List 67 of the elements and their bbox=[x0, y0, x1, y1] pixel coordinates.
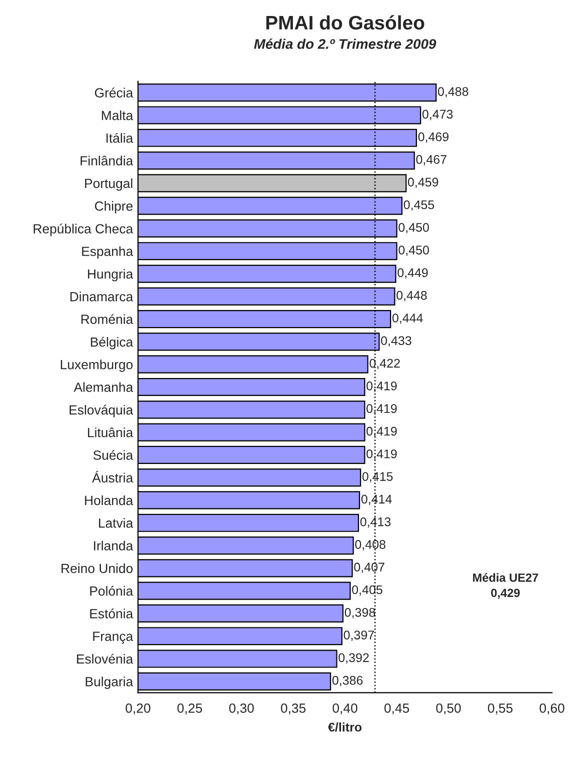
y-tick-label: Eslovénia bbox=[77, 654, 134, 664]
y-tick-label: Alemanha bbox=[74, 382, 134, 392]
data-label: 0,414 bbox=[361, 494, 392, 506]
chart-subtitle: Média do 2.º Trimestre 2009 bbox=[254, 38, 436, 49]
y-tick-label: Malta bbox=[102, 110, 134, 120]
y-tick-label: República Checa bbox=[34, 224, 134, 236]
data-label: 0,455 bbox=[404, 200, 434, 211]
y-tick-label: Estónia bbox=[90, 608, 134, 618]
y-tick-label: Roménia bbox=[81, 314, 134, 324]
x-tick-label: 0,35 bbox=[280, 703, 306, 714]
x-tick-label: 0,25 bbox=[177, 703, 202, 714]
y-tick-label: Grécia bbox=[94, 88, 134, 98]
x-tick-label: 0,45 bbox=[384, 703, 410, 714]
data-label: 0,413 bbox=[360, 517, 391, 528]
data-label: 0,449 bbox=[398, 268, 428, 279]
y-tick-label: Bulgaria bbox=[86, 676, 134, 689]
data-label: 0,419 bbox=[366, 426, 397, 438]
data-label: 0,467 bbox=[416, 155, 446, 166]
data-label: 0,448 bbox=[396, 290, 427, 302]
y-tick-label: Reino Unido bbox=[62, 563, 133, 574]
y-tick-label: Hungria bbox=[88, 268, 134, 282]
data-label: 0,450 bbox=[398, 246, 429, 256]
y-tick-label: Lituânia bbox=[88, 427, 134, 438]
data-label: 0,415 bbox=[362, 472, 393, 482]
y-tick-label: Suécia bbox=[93, 450, 134, 460]
y-tick-label: Portugal bbox=[85, 178, 132, 191]
data-label: 0,407 bbox=[354, 562, 384, 574]
data-label: 0,419 bbox=[366, 382, 397, 392]
x-tick-label: 0,40 bbox=[332, 703, 358, 714]
data-label: 0,398 bbox=[344, 608, 376, 618]
ref-line-label: Média UE27 0,429 bbox=[473, 573, 538, 599]
y-tick-label: Latvia bbox=[99, 518, 134, 528]
data-label: 0,488 bbox=[438, 87, 468, 98]
chart-title: PMAI do Gasóleo bbox=[266, 15, 424, 30]
x-tick-label: 0,50 bbox=[436, 703, 461, 714]
data-label: 0,422 bbox=[370, 358, 400, 370]
data-label: 0,433 bbox=[381, 336, 412, 347]
data-label: 0,405 bbox=[352, 585, 382, 596]
y-tick-label: Irlanda bbox=[94, 540, 134, 550]
y-tick-label: Luxemburgo bbox=[60, 360, 133, 372]
data-label: 0,444 bbox=[392, 314, 423, 324]
x-tick-label: 0,55 bbox=[488, 703, 513, 714]
data-label: 0,459 bbox=[408, 178, 438, 188]
y-tick-label: Finlândia bbox=[80, 156, 134, 166]
x-axis-title: €/litro bbox=[328, 722, 362, 732]
data-label: 0,392 bbox=[338, 653, 369, 664]
y-tick-label: Bélgica bbox=[90, 336, 134, 350]
x-tick-label: 0,20 bbox=[126, 703, 150, 714]
y-tick-label: Espanha bbox=[82, 246, 134, 259]
data-label: 0,450 bbox=[398, 222, 429, 234]
y-tick-label: Itália bbox=[106, 132, 134, 143]
y-tick-label: Eslováquia bbox=[70, 404, 134, 418]
data-label: 0,469 bbox=[418, 132, 448, 143]
y-tick-label: França bbox=[93, 632, 134, 644]
data-label: 0,419 bbox=[366, 404, 397, 414]
data-label: 0,386 bbox=[332, 676, 363, 686]
y-tick-label: Holanda bbox=[85, 495, 134, 506]
data-label: 0,473 bbox=[422, 110, 453, 120]
y-tick-label: Polónia bbox=[90, 586, 134, 596]
data-label: 0,419 bbox=[366, 449, 397, 460]
x-tick-label: 0,60 bbox=[540, 703, 564, 714]
data-label: 0,408 bbox=[355, 540, 386, 550]
y-tick-label: Dinamarca bbox=[70, 292, 134, 302]
x-tick-label: 0,30 bbox=[229, 703, 254, 714]
y-tick-label: Áustria bbox=[92, 470, 134, 482]
data-label: 0,397 bbox=[344, 630, 374, 641]
y-tick-label: Chipre bbox=[94, 201, 133, 214]
